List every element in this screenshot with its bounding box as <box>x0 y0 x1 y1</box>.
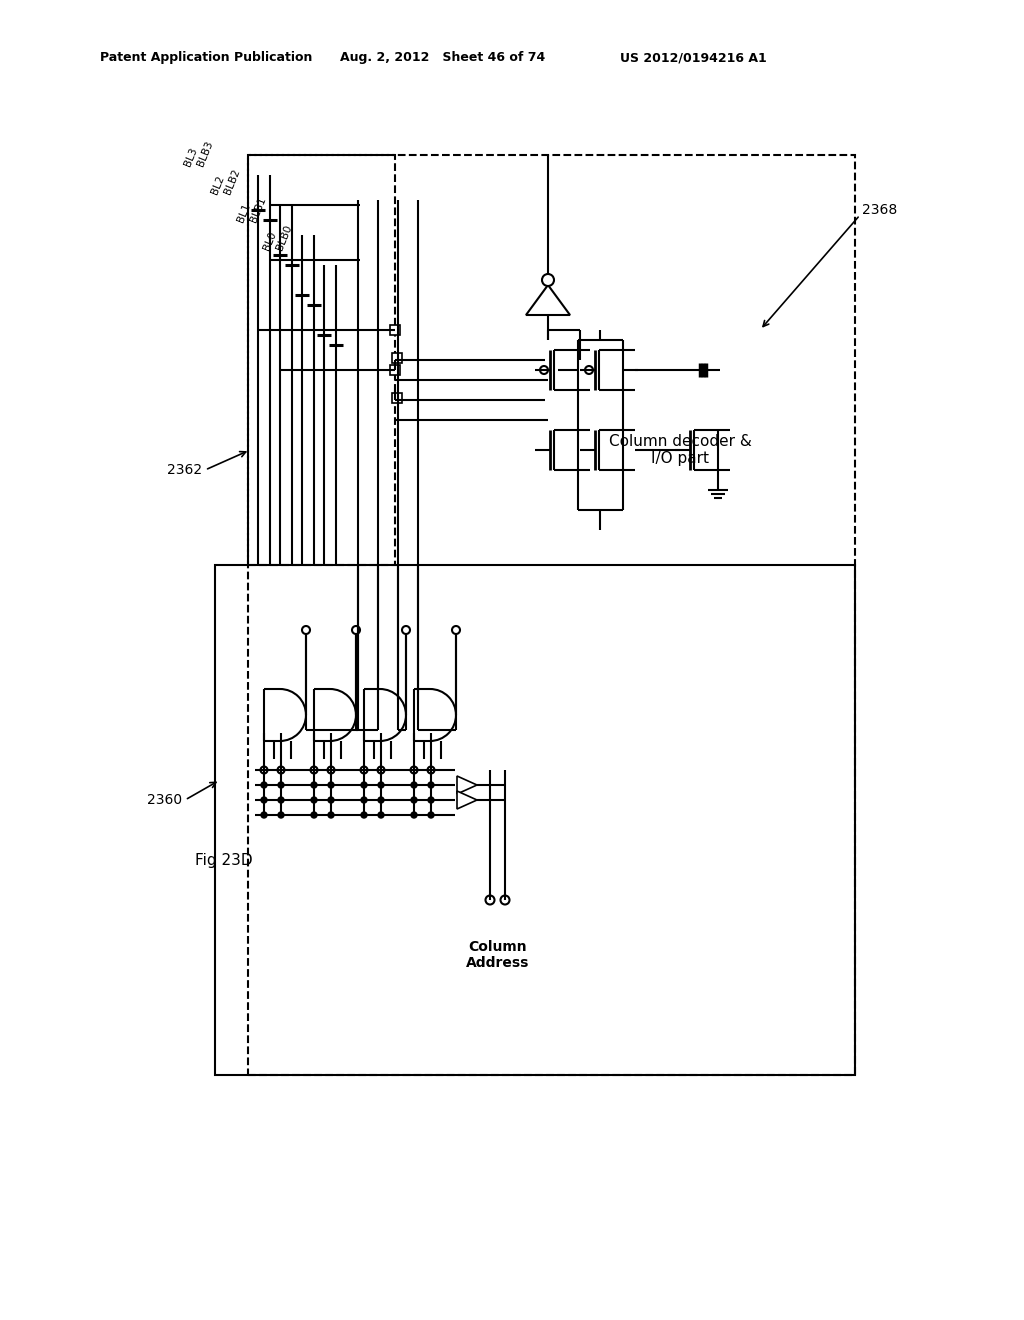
Polygon shape <box>457 776 477 795</box>
Bar <box>390 366 400 375</box>
Circle shape <box>361 781 367 788</box>
Circle shape <box>328 812 334 818</box>
Circle shape <box>328 767 335 774</box>
Bar <box>215 565 855 1074</box>
Text: Patent Application Publication: Patent Application Publication <box>100 51 312 65</box>
Circle shape <box>261 797 267 803</box>
Circle shape <box>427 767 434 774</box>
Circle shape <box>378 781 384 788</box>
Bar <box>248 154 855 1074</box>
Text: Column decoder &
I/O part: Column decoder & I/O part <box>608 434 752 466</box>
Circle shape <box>260 767 267 774</box>
Text: BL3: BL3 <box>183 147 200 168</box>
Polygon shape <box>457 791 477 809</box>
Text: 2362: 2362 <box>167 463 202 477</box>
Text: 2368: 2368 <box>862 203 897 216</box>
Text: Fig 23D: Fig 23D <box>195 853 253 867</box>
Circle shape <box>361 797 367 803</box>
Text: US 2012/0194216 A1: US 2012/0194216 A1 <box>620 51 767 65</box>
Circle shape <box>278 781 284 788</box>
Circle shape <box>378 767 384 774</box>
Circle shape <box>328 767 334 774</box>
Circle shape <box>302 626 310 634</box>
Circle shape <box>411 797 417 803</box>
Circle shape <box>361 812 367 818</box>
Bar <box>390 325 400 335</box>
Circle shape <box>278 767 284 774</box>
Circle shape <box>501 895 510 904</box>
Circle shape <box>411 812 417 818</box>
Circle shape <box>378 767 384 774</box>
Circle shape <box>378 812 384 818</box>
Circle shape <box>411 781 417 788</box>
Circle shape <box>261 781 267 788</box>
Text: BL2: BL2 <box>210 174 226 195</box>
Circle shape <box>428 767 434 774</box>
Bar <box>248 154 395 565</box>
Circle shape <box>310 767 317 774</box>
Bar <box>392 352 402 363</box>
Circle shape <box>278 812 284 818</box>
Circle shape <box>328 797 334 803</box>
Circle shape <box>311 812 317 818</box>
Circle shape <box>452 626 460 634</box>
Circle shape <box>360 767 368 774</box>
Circle shape <box>428 781 434 788</box>
Circle shape <box>261 812 267 818</box>
Circle shape <box>261 767 267 774</box>
Circle shape <box>352 626 360 634</box>
Circle shape <box>278 767 285 774</box>
Text: BL1: BL1 <box>236 202 253 224</box>
Circle shape <box>428 797 434 803</box>
Text: BL0: BL0 <box>262 230 279 252</box>
Circle shape <box>402 626 410 634</box>
Text: BLB2: BLB2 <box>223 168 243 195</box>
Bar <box>392 393 402 403</box>
Circle shape <box>411 767 418 774</box>
Text: BLB0: BLB0 <box>275 223 294 252</box>
Circle shape <box>328 781 334 788</box>
Text: BLB3: BLB3 <box>196 140 215 168</box>
Circle shape <box>311 781 317 788</box>
Circle shape <box>311 767 317 774</box>
Circle shape <box>485 895 495 904</box>
Circle shape <box>378 797 384 803</box>
Circle shape <box>411 767 417 774</box>
Circle shape <box>361 767 367 774</box>
Text: 2360: 2360 <box>146 793 182 807</box>
Text: BLB1: BLB1 <box>249 195 268 224</box>
Text: Aug. 2, 2012   Sheet 46 of 74: Aug. 2, 2012 Sheet 46 of 74 <box>340 51 545 65</box>
Circle shape <box>542 275 554 286</box>
Circle shape <box>278 797 284 803</box>
Circle shape <box>585 366 593 374</box>
Circle shape <box>540 366 548 374</box>
Circle shape <box>428 812 434 818</box>
Circle shape <box>311 797 317 803</box>
Text: Column
Address: Column Address <box>466 940 529 970</box>
Polygon shape <box>526 285 570 315</box>
